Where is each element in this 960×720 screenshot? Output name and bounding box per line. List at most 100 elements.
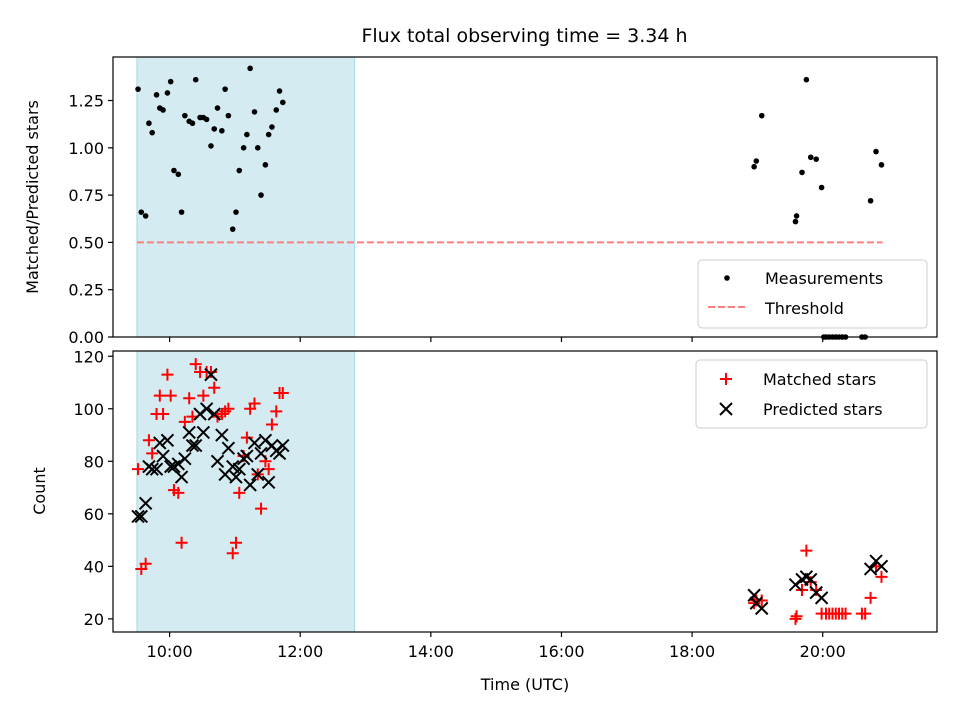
predicted-star-point — [204, 367, 218, 382]
top-legend-box — [697, 259, 928, 329]
measurement-point — [146, 120, 152, 127]
measurement-point — [208, 143, 214, 149]
bottom-y-tick-label: 120 — [73, 347, 104, 366]
bottom-legend-box — [695, 359, 928, 429]
matched-star-point — [270, 405, 283, 418]
matched-star-point — [164, 389, 177, 402]
measurement-point — [219, 127, 225, 134]
matched-star-point — [208, 381, 221, 394]
predicted-star-point — [247, 436, 262, 450]
legend-matched-marker — [720, 373, 732, 385]
measurement-point — [262, 162, 269, 168]
legend-threshold-label: Threshold — [764, 299, 844, 318]
matched-star-point — [142, 434, 155, 447]
matched-star-point — [875, 570, 888, 583]
matched-star-point — [265, 418, 278, 431]
measurement-point — [793, 213, 800, 219]
predicted-star-point — [174, 470, 189, 484]
predicted-star-point — [254, 446, 268, 461]
measurement-point — [258, 192, 264, 198]
predicted-star-point — [189, 438, 203, 453]
matched-star-point — [189, 358, 202, 371]
measurement-point — [273, 107, 280, 113]
measurement-point — [753, 158, 760, 164]
measurement-point — [189, 120, 196, 127]
measurement-point — [758, 112, 765, 119]
top-y-tick-label: 0.75 — [68, 186, 104, 205]
measurement-point — [135, 86, 141, 92]
predicted-star-point — [232, 462, 246, 476]
matched-star-point — [139, 557, 152, 570]
matched-star-point — [178, 415, 191, 428]
predicted-star-point — [134, 509, 149, 524]
matched-star-point — [233, 486, 246, 499]
chart-title: Flux total observing time = 3.34 h — [361, 25, 687, 47]
matched-star-point — [800, 544, 813, 557]
measurement-point — [142, 213, 149, 219]
top-panel: 0.00 0.25 0.50 0.75 1.00 1.25 Matched/Predict… — [23, 56, 938, 347]
measurement-point — [214, 105, 221, 111]
matched-star-point — [864, 591, 877, 604]
legend-predicted-marker — [719, 402, 733, 416]
bottom-y-tick-label: 20 — [84, 610, 104, 629]
measurement-point — [178, 209, 185, 215]
legend-matched-label: Matched stars — [763, 370, 876, 389]
matched-star-point — [157, 408, 170, 421]
bottom-y-tick-label: 40 — [84, 557, 104, 576]
predicted-star-point — [814, 591, 829, 605]
matched-star-point — [276, 387, 289, 400]
predicted-star-point — [276, 438, 290, 453]
predicted-star-point — [185, 438, 200, 453]
measurement-point — [276, 88, 283, 94]
measurement-point — [167, 78, 174, 85]
legend-predicted-label: Predicted stars — [763, 400, 883, 419]
predicted-star-point — [156, 449, 170, 463]
measurement-point — [818, 184, 825, 191]
matched-star-point — [153, 389, 166, 402]
measurement-point — [160, 107, 166, 113]
top-axes-frame — [112, 56, 938, 338]
matched-star-point — [226, 547, 239, 560]
top-y-tick-label: 0.00 — [68, 328, 104, 347]
predicted-star-point — [755, 601, 769, 616]
measurement-point — [247, 65, 253, 72]
measurement-point — [265, 131, 272, 138]
predicted-star-points — [131, 367, 889, 616]
matched-star-point — [248, 397, 261, 410]
measurement-point — [138, 209, 145, 215]
measurement-point — [222, 86, 228, 92]
bottom-legend: Matched stars Predicted stars — [695, 359, 928, 429]
measurement-point — [878, 162, 885, 168]
predicted-star-point — [251, 467, 265, 482]
bottom-ticks: 20 40 60 80 100 120 10:00 12:00 14:00 16:00 18:00 2… — [73, 347, 845, 661]
measurement-point — [153, 92, 160, 98]
top-y-tick-label: 1.00 — [68, 139, 104, 158]
predicted-star-point — [272, 446, 287, 461]
top-legend: Measurements Threshold — [697, 259, 928, 329]
measurement-point — [807, 154, 814, 161]
measurement-point — [803, 76, 810, 83]
bottom-y-tick-label: 100 — [73, 400, 104, 419]
bottom-y-tick-label: 60 — [84, 505, 104, 524]
matched-star-point — [255, 502, 268, 515]
predicted-star-point — [153, 436, 167, 450]
bottom-x-tick-label: 18:00 — [669, 642, 715, 661]
matched-star-point — [859, 607, 872, 620]
measurement-point — [244, 131, 250, 138]
predicted-star-point — [240, 449, 254, 463]
predicted-star-point — [131, 509, 145, 524]
matched-star-point — [222, 402, 235, 415]
measurement-point — [813, 156, 819, 162]
measurement-point — [751, 163, 757, 170]
predicted-star-point — [863, 562, 878, 576]
measurement-point — [211, 126, 218, 132]
measurement-point — [240, 145, 247, 151]
measurement-point — [229, 226, 236, 232]
measurement-point — [149, 129, 155, 136]
predicted-star-point — [178, 451, 192, 466]
bottom-x-tick-label: 14:00 — [408, 642, 454, 661]
matched-star-point — [175, 536, 188, 549]
predicted-star-point — [196, 425, 211, 440]
measurement-point — [799, 169, 805, 176]
predicted-star-point — [210, 454, 225, 469]
